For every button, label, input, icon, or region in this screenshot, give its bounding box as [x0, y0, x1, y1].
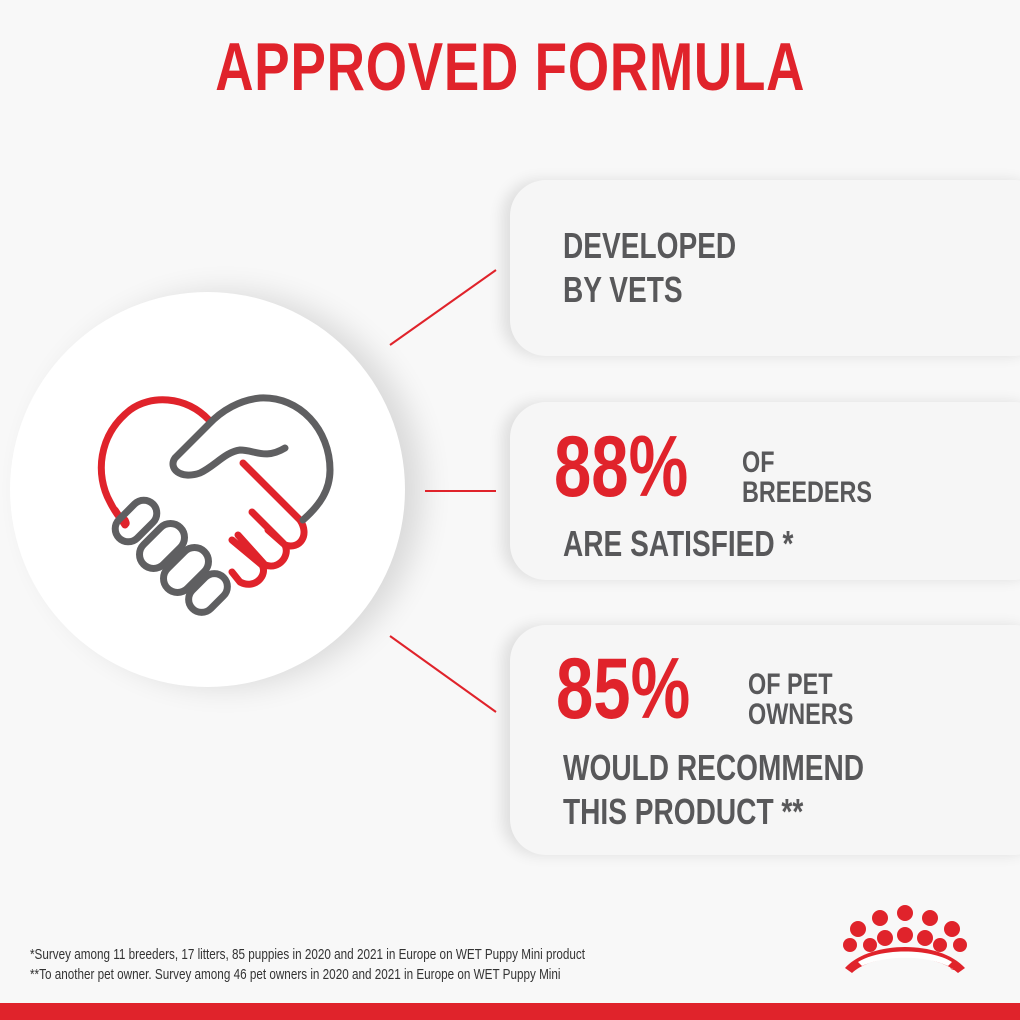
breeders-stat: 88% — [554, 418, 726, 517]
developed-text: DEVELOPED BY VETS — [563, 225, 737, 310]
card-owners — [510, 625, 1020, 855]
breeders-text: ARE SATISFIED * — [563, 523, 794, 564]
page-title: APPROVED FORMULA — [214, 29, 806, 105]
owners-text: WOULD RECOMMEND THIS PRODUCT ** — [563, 747, 865, 832]
connector-lines — [389, 269, 497, 713]
bottom-bar — [0, 1003, 1020, 1020]
owners-side: OF PET OWNERS — [748, 668, 854, 731]
connector-line — [389, 635, 497, 713]
handshake-heart-icon — [97, 394, 334, 616]
breeders-side: OF BREEDERS — [742, 446, 873, 509]
footnote-1: *Survey among 11 breeders, 17 litters, 8… — [30, 946, 586, 963]
footnote-2: **To another pet owner. Survey among 46 … — [30, 966, 561, 983]
registered-mark: ® — [950, 962, 958, 973]
card-developed — [510, 180, 1020, 356]
card-breeders — [510, 402, 1020, 580]
owners-stat: 85% — [556, 640, 728, 739]
connector-line — [389, 269, 497, 346]
crown-logo-icon — [843, 905, 967, 973]
percent-85: 85% — [556, 641, 691, 737]
icon-circle — [10, 292, 405, 687]
percent-88: 88% — [554, 419, 689, 515]
